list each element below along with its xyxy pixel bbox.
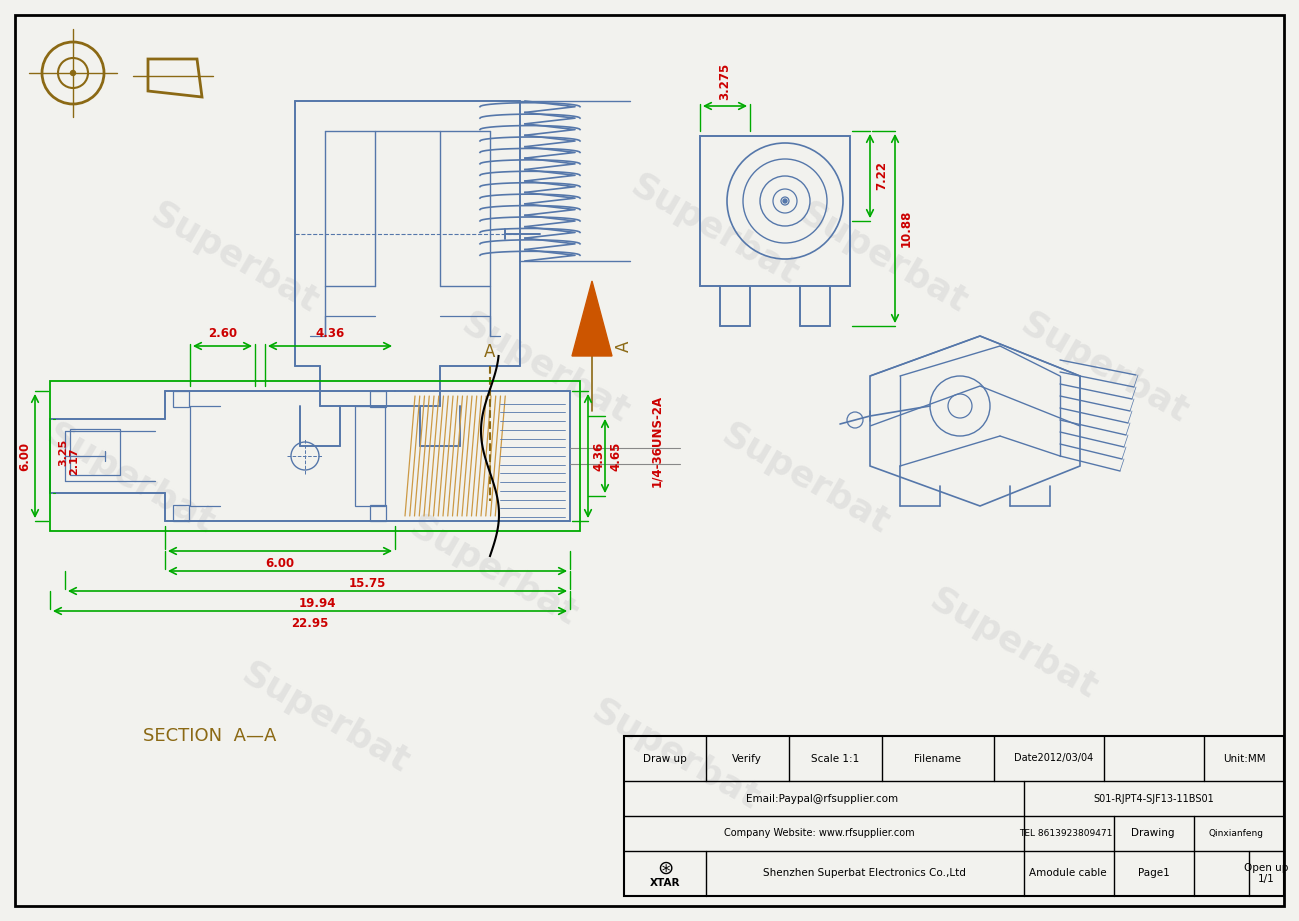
Text: Superbat: Superbat bbox=[794, 196, 973, 320]
Text: Superbat: Superbat bbox=[40, 417, 220, 541]
Text: Drawing: Drawing bbox=[1131, 829, 1174, 838]
Text: 3.275: 3.275 bbox=[718, 63, 731, 100]
Text: SECTION  A—A: SECTION A—A bbox=[143, 727, 277, 745]
Circle shape bbox=[783, 199, 787, 203]
Text: 6.00: 6.00 bbox=[265, 557, 295, 570]
Text: TEL 8613923809471: TEL 8613923809471 bbox=[1020, 829, 1113, 838]
Bar bbox=[370, 391, 386, 407]
Text: Company Website: www.rfsupplier.com: Company Website: www.rfsupplier.com bbox=[724, 829, 914, 838]
Text: 6.00: 6.00 bbox=[18, 441, 31, 471]
Text: Superbat: Superbat bbox=[1015, 307, 1194, 430]
Text: Superbat: Superbat bbox=[625, 169, 804, 292]
Bar bbox=[173, 391, 188, 407]
Text: Amodule cable: Amodule cable bbox=[1029, 869, 1107, 879]
Text: Unit:MM: Unit:MM bbox=[1222, 753, 1265, 764]
Text: Superbat: Superbat bbox=[144, 196, 323, 320]
Text: 1/4-36UNS-2A: 1/4-36UNS-2A bbox=[650, 395, 662, 487]
Text: Verify: Verify bbox=[733, 753, 763, 764]
Text: Shenzhen Superbat Electronics Co.,Ltd: Shenzhen Superbat Electronics Co.,Ltd bbox=[763, 869, 965, 879]
Text: Scale 1:1: Scale 1:1 bbox=[811, 753, 859, 764]
Text: Qinxianfeng: Qinxianfeng bbox=[1208, 829, 1264, 838]
Text: 10.88: 10.88 bbox=[900, 210, 913, 247]
Text: 22.95: 22.95 bbox=[291, 617, 329, 630]
Text: Superbat: Superbat bbox=[586, 694, 765, 817]
Text: ⊛: ⊛ bbox=[657, 859, 673, 878]
Bar bbox=[49, 381, 579, 531]
Bar bbox=[700, 136, 850, 286]
Bar bbox=[370, 505, 386, 521]
Bar bbox=[355, 406, 385, 506]
Text: Email:Paypal@rfsupplier.com: Email:Paypal@rfsupplier.com bbox=[746, 794, 898, 803]
Text: 4.36: 4.36 bbox=[316, 327, 344, 340]
Text: Filename: Filename bbox=[914, 753, 961, 764]
Text: S01-RJPT4-SJF13-11BS01: S01-RJPT4-SJF13-11BS01 bbox=[1094, 794, 1215, 803]
Text: 7.22: 7.22 bbox=[876, 161, 889, 191]
Text: 3.25: 3.25 bbox=[58, 438, 68, 466]
Text: Superbat: Superbat bbox=[456, 307, 635, 430]
Text: Date2012/03/04: Date2012/03/04 bbox=[1015, 753, 1094, 764]
Text: Superbat: Superbat bbox=[924, 583, 1103, 706]
Text: 19.94: 19.94 bbox=[299, 597, 336, 610]
Text: Page1: Page1 bbox=[1138, 869, 1170, 879]
Text: 2.60: 2.60 bbox=[208, 327, 236, 340]
Text: Open up
1/1: Open up 1/1 bbox=[1244, 863, 1289, 884]
Text: Superbat: Superbat bbox=[235, 657, 414, 780]
Bar bbox=[70, 429, 120, 475]
Text: Superbat: Superbat bbox=[404, 509, 583, 633]
Polygon shape bbox=[572, 281, 612, 356]
Text: Superbat: Superbat bbox=[716, 417, 895, 541]
Text: 4.36: 4.36 bbox=[592, 441, 605, 471]
Text: A: A bbox=[485, 343, 496, 361]
Text: A: A bbox=[614, 341, 633, 352]
Bar bbox=[173, 505, 188, 521]
Text: Draw up: Draw up bbox=[643, 753, 687, 764]
Text: 2.17: 2.17 bbox=[69, 448, 79, 474]
Text: 4.65: 4.65 bbox=[609, 441, 622, 471]
Bar bbox=[624, 736, 1283, 896]
Circle shape bbox=[70, 71, 75, 76]
Text: XTAR: XTAR bbox=[650, 879, 681, 889]
Text: 15.75: 15.75 bbox=[349, 577, 386, 590]
